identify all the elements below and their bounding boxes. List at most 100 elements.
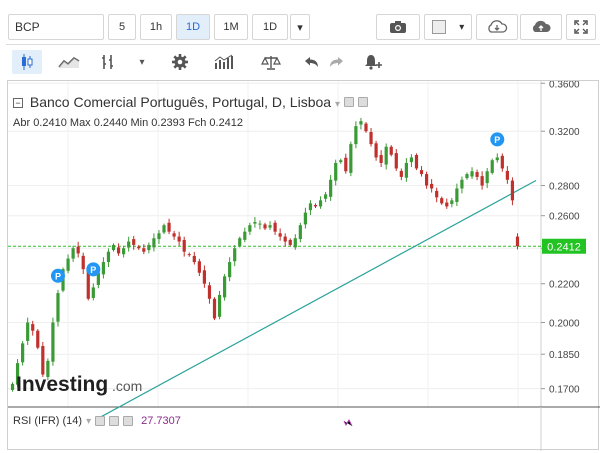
candle-body bbox=[369, 132, 373, 145]
gear-icon[interactable] bbox=[357, 97, 368, 107]
candle-body bbox=[127, 241, 131, 248]
y-tick-label: 0.2800 bbox=[549, 182, 580, 193]
candle-body bbox=[167, 222, 171, 232]
candle-body bbox=[142, 248, 146, 252]
compare-button[interactable] bbox=[252, 50, 290, 74]
candle-body bbox=[162, 225, 166, 233]
marker-p bbox=[86, 262, 101, 277]
candle-body bbox=[228, 262, 232, 278]
candle-body bbox=[172, 233, 176, 237]
candle-body bbox=[288, 239, 292, 245]
collapse-icon[interactable]: − bbox=[13, 98, 23, 108]
high-value: 0.2440 bbox=[93, 117, 128, 129]
volume-bars-icon bbox=[214, 54, 233, 69]
camera-icon bbox=[390, 21, 406, 33]
interval-dropdown-button[interactable]: ▾ bbox=[290, 14, 310, 40]
candle-body bbox=[66, 258, 70, 271]
candle-body bbox=[455, 188, 459, 202]
gear-icon[interactable] bbox=[109, 416, 120, 426]
candle-body bbox=[374, 143, 378, 158]
fullscreen-icon bbox=[574, 20, 588, 34]
candle-body bbox=[475, 172, 479, 177]
candle-body bbox=[157, 233, 161, 240]
indicators-button[interactable] bbox=[94, 50, 124, 74]
last-price-badge: 0.2412 bbox=[542, 238, 586, 254]
last-price-label: 0.2412 bbox=[547, 241, 581, 253]
open-value: 0.2410 bbox=[33, 117, 67, 129]
symbol-field[interactable]: BCP bbox=[8, 14, 104, 40]
candle-body bbox=[445, 202, 449, 207]
price-axis-ticks: 0.36000.32000.28000.26000.24000.22000.20… bbox=[541, 79, 580, 396]
candle-body bbox=[132, 239, 136, 245]
marker-p bbox=[50, 268, 65, 283]
candle-body bbox=[248, 225, 252, 232]
y-tick-label: 0.3600 bbox=[549, 81, 580, 90]
cloud-upload-button[interactable] bbox=[520, 14, 562, 40]
marker-p bbox=[490, 132, 505, 147]
candle-body bbox=[187, 254, 191, 256]
y-tick-label: 0.3200 bbox=[549, 127, 580, 138]
balance-icon bbox=[261, 56, 281, 70]
cloud-download-button[interactable] bbox=[476, 14, 518, 40]
candle-body bbox=[424, 174, 429, 186]
candle-body bbox=[91, 287, 95, 298]
candle-body bbox=[490, 160, 494, 173]
candle-body bbox=[152, 238, 156, 248]
candle-body bbox=[414, 155, 419, 169]
candle-body bbox=[46, 360, 50, 377]
volume-bars-button[interactable] bbox=[206, 50, 242, 74]
candle-body bbox=[111, 244, 116, 251]
eye-icon[interactable] bbox=[343, 97, 354, 107]
low-label: Min bbox=[130, 117, 149, 129]
candle-body bbox=[359, 121, 363, 125]
candle-body bbox=[56, 293, 60, 322]
candle-body bbox=[430, 183, 434, 189]
y-tick-label: 0.1700 bbox=[549, 385, 580, 396]
candle-body bbox=[440, 198, 444, 204]
interval-1m-button[interactable]: 1M bbox=[214, 14, 248, 40]
camera-button[interactable] bbox=[376, 14, 420, 40]
candle-body bbox=[243, 231, 247, 240]
candle-body bbox=[258, 223, 262, 225]
cloud-upload-icon bbox=[532, 20, 551, 32]
interval-select-button[interactable]: 1D bbox=[252, 14, 288, 40]
close-icon[interactable] bbox=[123, 416, 134, 426]
price-chart: 0.36000.32000.28000.26000.24000.22000.20… bbox=[8, 79, 600, 451]
undo-icon bbox=[305, 57, 318, 67]
interval-1d-button[interactable]: 1D bbox=[176, 14, 210, 40]
candle-body bbox=[364, 123, 368, 132]
candle-body bbox=[81, 255, 85, 270]
open-label: Abr bbox=[13, 117, 31, 129]
settings-button[interactable] bbox=[164, 50, 196, 74]
fullscreen-button[interactable] bbox=[566, 14, 596, 40]
eye-icon[interactable] bbox=[95, 416, 106, 426]
chevron-down-icon[interactable]: ▾ bbox=[334, 99, 340, 110]
redo-button[interactable] bbox=[324, 50, 350, 74]
candle-body bbox=[263, 224, 267, 229]
candle-body bbox=[21, 343, 25, 363]
add-alert-button[interactable] bbox=[358, 50, 388, 74]
line-chart-icon bbox=[58, 56, 80, 68]
candle-body bbox=[450, 200, 454, 204]
candle-body bbox=[122, 248, 126, 255]
candle-body bbox=[273, 222, 277, 232]
candle-body bbox=[394, 153, 398, 169]
rsi-legend: RSI (IFR) (14) ▾ 27.7307 bbox=[13, 415, 181, 427]
color-picker-button[interactable]: ▾ bbox=[424, 14, 472, 40]
candle-body bbox=[510, 180, 515, 201]
settings-icon bbox=[172, 54, 188, 70]
alert-add-icon bbox=[365, 55, 382, 70]
interval-1h-button[interactable]: 1h bbox=[140, 14, 172, 40]
investing-watermark: Investing .com bbox=[16, 373, 142, 396]
indicators-dropdown[interactable]: ▾ bbox=[139, 56, 145, 68]
candle-body bbox=[26, 322, 30, 341]
interval-5-button[interactable]: 5 bbox=[108, 14, 136, 40]
candles-button[interactable] bbox=[12, 50, 42, 74]
candle-body bbox=[96, 272, 100, 285]
candle-body bbox=[334, 162, 338, 181]
candle-body bbox=[36, 330, 40, 348]
chevron-down-icon[interactable]: ▾ bbox=[86, 415, 92, 427]
low-value: 0.2393 bbox=[151, 117, 185, 129]
line-chart-button[interactable] bbox=[52, 50, 86, 74]
undo-button[interactable] bbox=[298, 50, 324, 74]
